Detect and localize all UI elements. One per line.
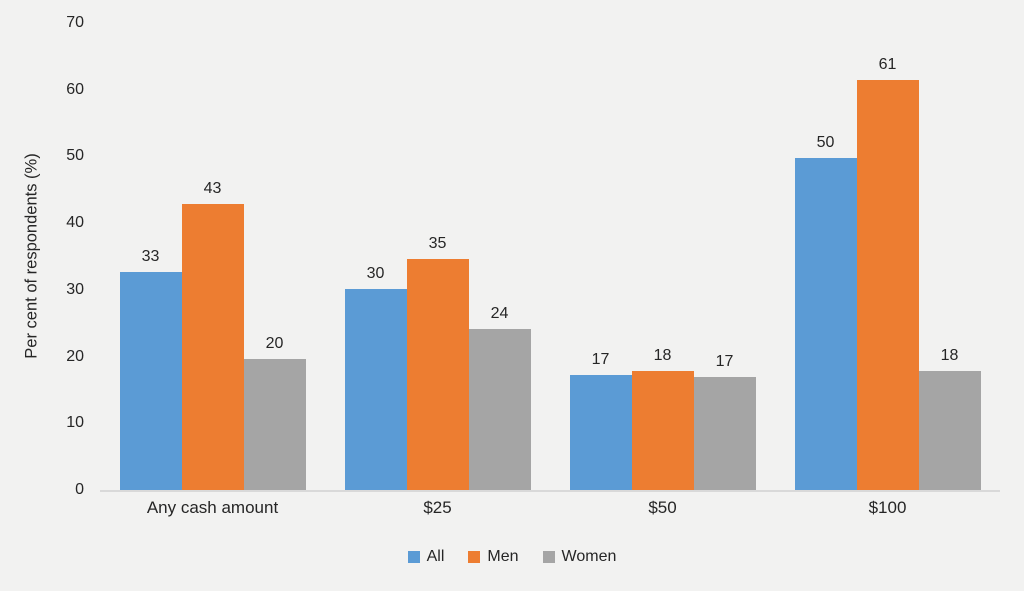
bar-all: 30 <box>344 265 407 490</box>
x-axis: Any cash amount $25 $50 $100 <box>100 498 1000 518</box>
legend-swatch-icon <box>542 551 555 563</box>
bar-value-label: 18 <box>653 347 672 365</box>
bar-women: 20 <box>243 335 306 490</box>
legend-item-men: Men <box>468 548 519 566</box>
y-tick-label: 70 <box>66 14 84 31</box>
x-axis-label: $100 <box>868 498 907 517</box>
legend-item-women: Women <box>542 548 617 566</box>
y-tick-label: 50 <box>66 147 84 165</box>
legend-label: Women <box>561 548 617 565</box>
bar-value-label: 20 <box>265 334 284 352</box>
bar-value-label: 33 <box>141 247 160 265</box>
bar-value-label: 61 <box>878 56 897 74</box>
bar-men: 61 <box>856 56 919 490</box>
bar-women: 24 <box>468 305 531 490</box>
legend: All Men Women <box>0 548 1024 566</box>
y-axis: 0 10 20 30 40 50 60 70 <box>0 14 84 498</box>
bar-value-label: 50 <box>816 133 835 151</box>
bar-value-label: 17 <box>715 353 734 371</box>
bar-men: 35 <box>406 235 469 490</box>
legend-swatch-icon <box>407 551 420 563</box>
bar-value-label: 43 <box>203 179 222 197</box>
bar-group: 50 61 18 <box>775 23 1000 490</box>
bar-value-label: 18 <box>940 346 959 364</box>
legend-swatch-icon <box>468 551 481 563</box>
y-tick-label: 10 <box>66 414 84 432</box>
plot-area: 33 43 20 30 35 24 17 18 17 50 61 18 <box>100 23 1000 492</box>
bar-men: 18 <box>631 347 694 490</box>
y-tick-label: 0 <box>75 481 84 498</box>
bar-value-label: 24 <box>490 304 509 322</box>
bar-value-label: 30 <box>366 265 385 283</box>
y-tick-label: 20 <box>66 347 84 365</box>
bar-all: 17 <box>569 351 632 490</box>
bar-value-label: 35 <box>428 235 447 253</box>
x-axis-label: $50 <box>648 498 677 517</box>
bar-men: 43 <box>181 180 244 490</box>
legend-label: All <box>426 548 445 565</box>
bar-group: 33 43 20 <box>100 23 325 490</box>
bar-all: 33 <box>119 248 182 490</box>
bar-group: 30 35 24 <box>325 23 550 490</box>
bar-women: 17 <box>693 353 756 490</box>
legend-label: Men <box>487 548 519 565</box>
y-tick-label: 40 <box>66 214 84 232</box>
bar-women: 18 <box>918 347 981 490</box>
y-tick-label: 30 <box>66 280 84 298</box>
x-axis-label: $25 <box>423 498 452 517</box>
bar-group: 17 18 17 <box>550 23 775 490</box>
bar-all: 50 <box>794 134 857 490</box>
legend-item-all: All <box>407 548 445 566</box>
y-tick-label: 60 <box>66 80 84 98</box>
bar-value-label: 17 <box>591 351 610 369</box>
x-axis-label: Any cash amount <box>146 498 279 517</box>
